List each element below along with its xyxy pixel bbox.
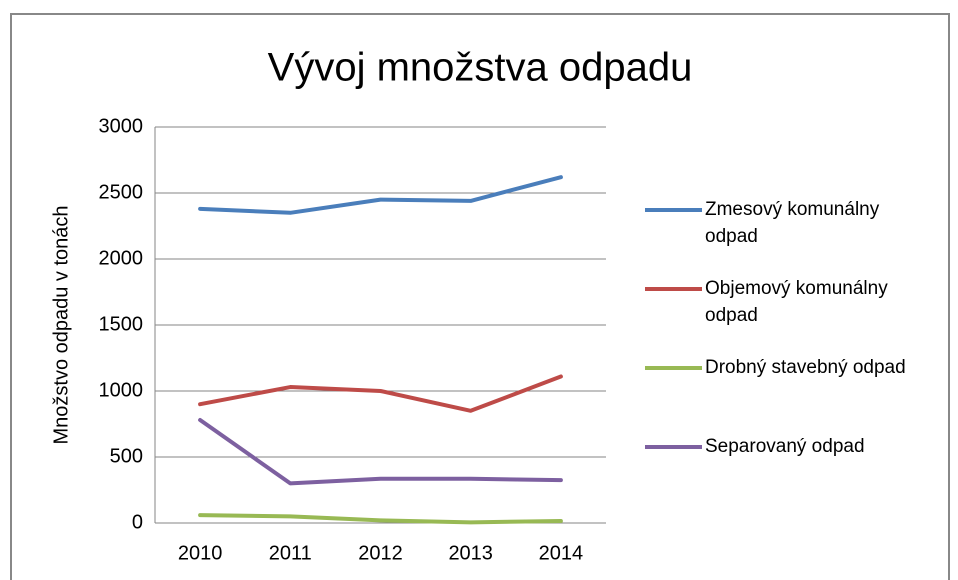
y-tick-label: 0: [132, 511, 143, 533]
legend-label: Separovaný odpad: [705, 436, 865, 457]
series-line: [198, 175, 563, 215]
series-line: [198, 418, 563, 486]
y-tick-label: 1000: [99, 379, 144, 401]
x-tick-label: 2014: [539, 542, 584, 564]
y-tick-label: 1500: [99, 313, 144, 335]
legend-label: Drobný stavebný odpad: [705, 357, 906, 378]
series-line: [198, 513, 563, 525]
chart-title: Vývoj množstva odpadu: [268, 46, 693, 90]
y-tick-label: 2500: [99, 181, 144, 203]
legend-label: Zmesový komunálny odpad: [705, 199, 880, 247]
frame: [10, 13, 950, 580]
y-tick-label: 3000: [99, 115, 144, 137]
x-tick-label: 2010: [178, 542, 223, 564]
x-tick-label: 2012: [358, 542, 403, 564]
y-axis-label: Množstvo odpadu v tonách: [50, 205, 72, 444]
y-tick-label: 500: [110, 445, 143, 467]
y-tick-label: 2000: [99, 247, 144, 269]
x-tick-label: 2013: [448, 542, 493, 564]
series-line: [198, 374, 563, 413]
legend-label: Objemový komunálny odpad: [705, 278, 888, 326]
x-tick-label: 2011: [269, 542, 312, 564]
